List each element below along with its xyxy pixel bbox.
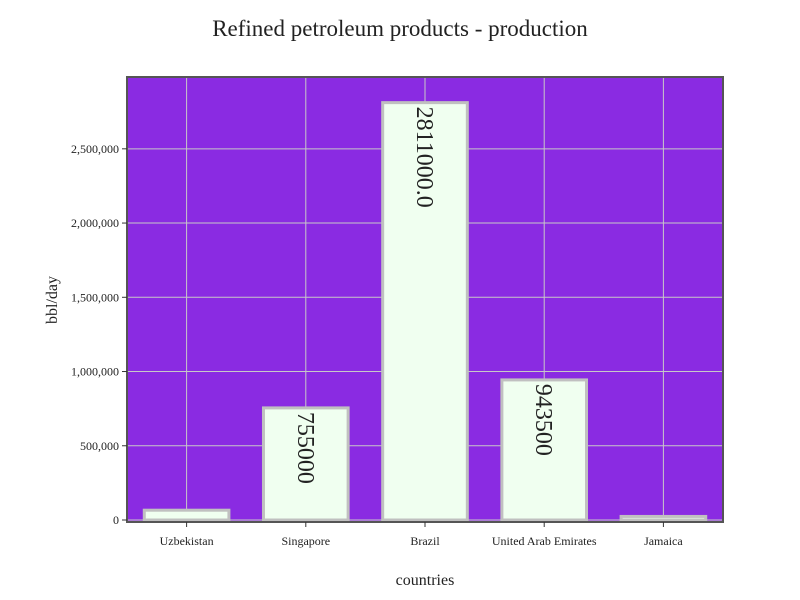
x-axis-title: countries — [396, 572, 455, 589]
y-axis-title: bbl/day — [44, 276, 61, 324]
bar — [261, 406, 350, 522]
bars — [142, 101, 708, 522]
chart-title: Refined petroleum products - production — [212, 16, 588, 41]
y-tick-label: 2,500,000 — [71, 142, 119, 156]
bar-value-labels: 755000 2811000.0 943500 — [292, 107, 556, 484]
bar-value-label: 755000 — [292, 412, 318, 484]
y-tick-label: 0 — [113, 513, 119, 527]
y-tick-label: 500,000 — [80, 439, 119, 453]
y-axis-ticks: 0 500,000 1,000,000 1,500,000 2,000,000 2,500… — [71, 142, 127, 527]
y-tick-label: 1,500,000 — [71, 290, 119, 304]
bar — [500, 378, 589, 522]
bar-value-label: 943500 — [530, 384, 556, 456]
x-axis-ticks: Uzbekistan Singapore Brazil United Arab Emi… — [160, 522, 683, 548]
y-tick-label: 2,000,000 — [71, 216, 119, 230]
bar — [619, 514, 708, 522]
x-tick-label: Singapore — [281, 534, 330, 548]
x-tick-label: Uzbekistan — [160, 534, 214, 548]
bar — [381, 101, 469, 522]
x-tick-label: United Arab Emirates — [492, 534, 597, 548]
x-tick-label: Jamaica — [644, 534, 683, 548]
bar-value-label: 2811000.0 — [411, 107, 437, 208]
y-tick-label: 1,000,000 — [71, 365, 119, 379]
bar — [142, 508, 231, 522]
x-tick-label: Brazil — [410, 534, 440, 548]
